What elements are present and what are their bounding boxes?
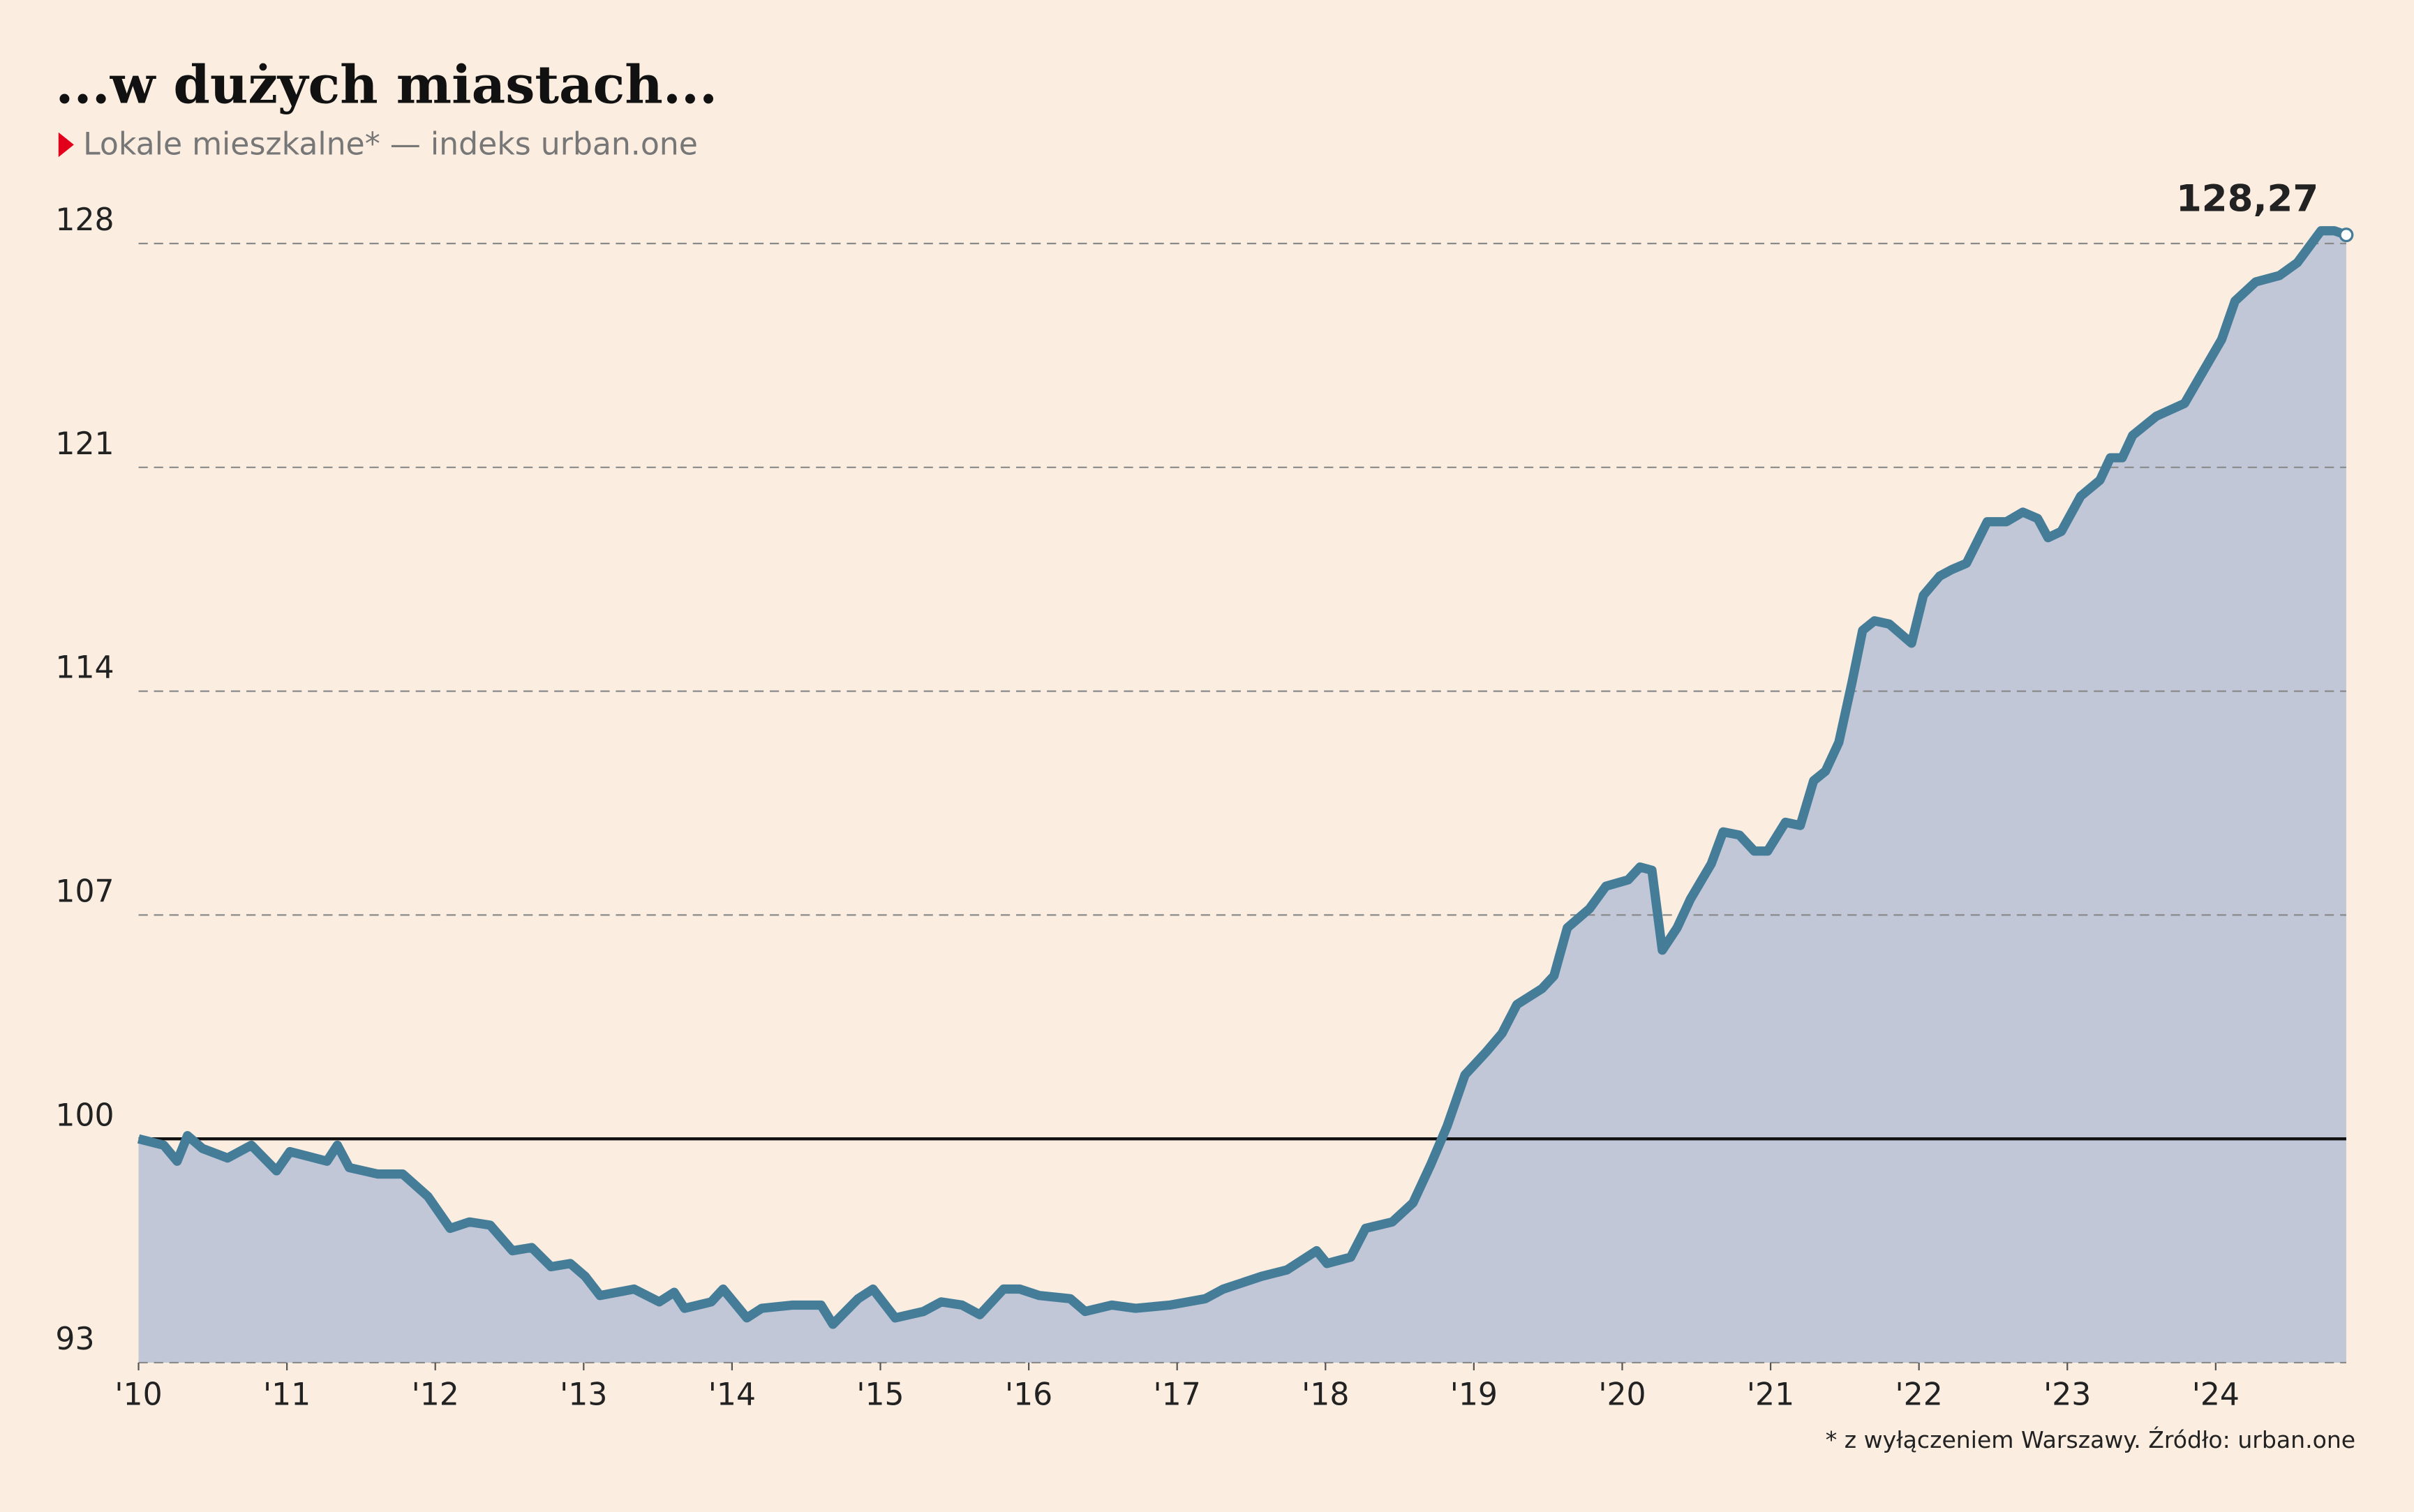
y-tick-label: 121: [55, 426, 114, 462]
x-tick-label: '11: [263, 1377, 311, 1412]
x-tick-label: '17: [1154, 1377, 1201, 1412]
y-tick-label: 128: [55, 202, 114, 238]
value-label: 128,27: [2176, 178, 2318, 220]
x-tick-label: '18: [1302, 1377, 1349, 1412]
area: [138, 230, 2346, 1363]
chart-subtitle: Lokale mieszkalne* — indeks urban.one: [83, 127, 698, 163]
y-tick-label: 93: [55, 1322, 94, 1357]
x-tick-label: '15: [856, 1377, 904, 1412]
x-tick-label: '23: [2043, 1377, 2091, 1412]
x-tick-label: '13: [560, 1377, 607, 1412]
x-tick-label: '21: [1747, 1377, 1794, 1412]
y-tick-label: 107: [55, 874, 114, 909]
y-tick-label: 100: [55, 1098, 114, 1133]
y-tick-label: 114: [55, 650, 114, 686]
x-tick-label: '16: [1005, 1377, 1052, 1412]
end-point: [2339, 227, 2354, 243]
x-tick-label: '22: [1895, 1377, 1943, 1412]
x-tick-label: '12: [412, 1377, 459, 1412]
x-tick-label: '14: [708, 1377, 756, 1412]
x-tick-label: '24: [2192, 1377, 2240, 1412]
x-tick-label: '19: [1450, 1377, 1498, 1412]
chart-title: ...w dużych miastach...: [55, 54, 717, 115]
footnote: * z wyłączeniem Warszawy. Źródło: urban.…: [1826, 1425, 2355, 1453]
subtitle-marker: [58, 132, 74, 158]
x-tick-label: '20: [1598, 1377, 1646, 1412]
line: [137, 226, 2348, 1329]
x-tick-label: '10: [114, 1377, 162, 1412]
